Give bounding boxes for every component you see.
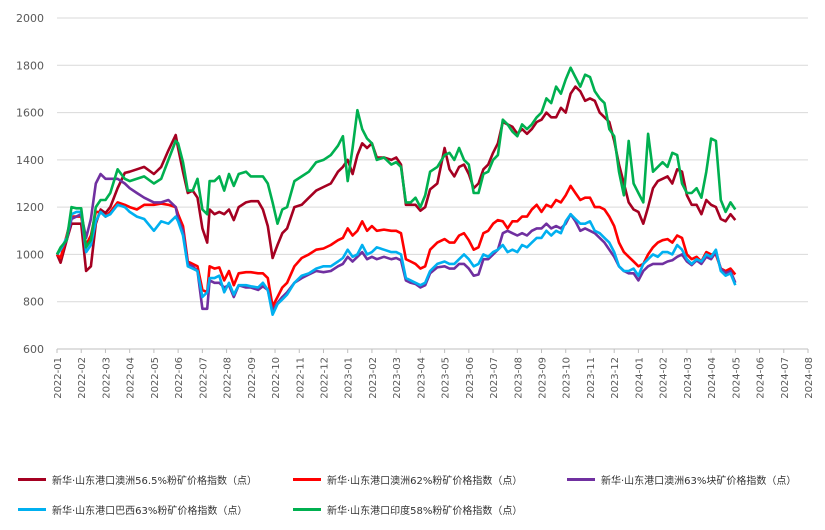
legend-swatch bbox=[18, 478, 46, 481]
legend-swatch bbox=[18, 508, 46, 511]
legend-item-1: 新华·山东港口澳洲56.5%粉矿价格指数（点） bbox=[18, 472, 257, 487]
legend-label: 新华·山东港口澳洲56.5%粉矿价格指数（点） bbox=[52, 476, 257, 487]
x-tick-label: 2024-06 bbox=[756, 357, 767, 399]
x-tick-label: 2023-08 bbox=[513, 357, 524, 399]
series-line-5 bbox=[55, 66, 737, 255]
legend-swatch bbox=[293, 508, 321, 511]
y-tick-label: 1400 bbox=[16, 154, 44, 167]
x-tick-label: 2024-04 bbox=[707, 357, 718, 399]
x-tick-label: 2023-05 bbox=[441, 357, 452, 399]
legend-item-3: 新华·山东港口澳洲63%块矿价格指数（点） bbox=[567, 472, 796, 487]
x-tick-label: 2022-11 bbox=[295, 357, 306, 399]
y-tick-label: 1600 bbox=[16, 107, 44, 120]
x-tick-label: 2022-12 bbox=[319, 357, 330, 399]
legend-label: 新华·山东港口巴西63%粉矿价格指数（点） bbox=[52, 506, 248, 517]
series-line-1 bbox=[55, 85, 737, 273]
y-axis-ticks: 600 800 1000 1200 1400 1600 1800 2000 bbox=[16, 12, 44, 356]
x-tick-label: 2023-10 bbox=[562, 357, 573, 399]
x-tick-label: 2022-01 bbox=[53, 357, 64, 399]
y-tick-label: 600 bbox=[23, 343, 44, 356]
y-tick-label: 2000 bbox=[16, 12, 44, 25]
x-tick-label: 2022-09 bbox=[247, 357, 258, 399]
legend-item-4: 新华·山东港口巴西63%粉矿价格指数（点） bbox=[18, 502, 247, 517]
x-tick-label: 2023-11 bbox=[586, 357, 597, 399]
x-tick-label: 2022-10 bbox=[271, 357, 282, 399]
x-tick-label: 2023-09 bbox=[538, 357, 549, 399]
x-tick-label: 2022-07 bbox=[198, 357, 209, 399]
x-tick-label: 2022-03 bbox=[101, 357, 112, 399]
x-tick-label: 2023-12 bbox=[610, 357, 621, 399]
x-tick-label: 2022-04 bbox=[126, 357, 137, 399]
x-tick-label: 2023-02 bbox=[368, 357, 379, 399]
x-tick-label: 2023-03 bbox=[392, 357, 403, 399]
y-tick-label: 1000 bbox=[16, 248, 44, 261]
x-axis-ticks: 2022-01 2022-02 2022-03 2022-04 2022-05 2022-… bbox=[53, 349, 815, 399]
series-line-3 bbox=[55, 172, 737, 313]
x-tick-label: 2023-01 bbox=[344, 357, 355, 399]
x-tick-label: 2024-01 bbox=[634, 357, 645, 399]
x-tick-label: 2022-08 bbox=[223, 357, 234, 399]
legend-swatch bbox=[567, 478, 595, 481]
y-tick-label: 800 bbox=[23, 296, 44, 309]
x-tick-label: 2023-07 bbox=[489, 357, 500, 399]
legend: 新华·山东港口澳洲56.5%粉矿价格指数（点） 新华·山东港口澳洲62%粉矿价格指… bbox=[0, 466, 825, 526]
series-line-4 bbox=[55, 203, 737, 316]
legend-swatch bbox=[293, 478, 321, 481]
x-tick-label: 2024-03 bbox=[683, 357, 694, 399]
x-tick-label: 2024-05 bbox=[731, 357, 742, 399]
series-line-2 bbox=[56, 184, 737, 308]
legend-label: 新华·山东港口澳洲63%块矿价格指数（点） bbox=[601, 476, 797, 487]
x-tick-label: 2022-05 bbox=[150, 357, 161, 399]
x-tick-label: 2022-02 bbox=[77, 357, 88, 399]
legend-label: 新华·山东港口印度58%粉矿价格指数（点） bbox=[327, 506, 523, 517]
gridlines bbox=[57, 17, 808, 350]
x-tick-label: 2024-07 bbox=[780, 357, 791, 399]
x-tick-label: 2022-06 bbox=[174, 357, 185, 399]
x-tick-label: 2023-06 bbox=[465, 357, 476, 399]
x-tick-label: 2023-04 bbox=[416, 357, 427, 399]
legend-label: 新华·山东港口澳洲62%粉矿价格指数（点） bbox=[327, 476, 523, 487]
legend-item-2: 新华·山东港口澳洲62%粉矿价格指数（点） bbox=[293, 472, 522, 487]
y-tick-label: 1200 bbox=[16, 201, 44, 214]
x-tick-label: 2024-02 bbox=[659, 357, 670, 399]
series-lines bbox=[55, 66, 737, 316]
x-tick-label: 2024-08 bbox=[804, 357, 815, 399]
y-tick-label: 1800 bbox=[16, 59, 44, 72]
legend-item-5: 新华·山东港口印度58%粉矿价格指数（点） bbox=[293, 502, 522, 517]
